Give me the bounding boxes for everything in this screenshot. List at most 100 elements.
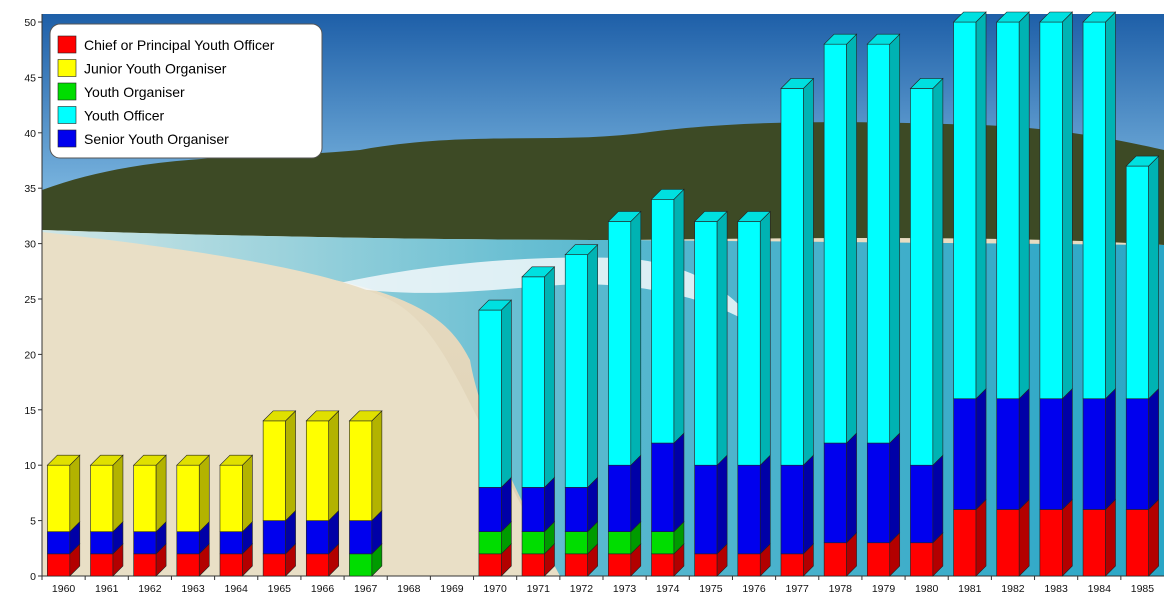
bar-side-senior-youth-organiser: [630, 454, 642, 533]
legend-label-youth-organiser: Youth Organiser: [84, 84, 185, 100]
bar-side-senior-youth-organiser: [975, 387, 987, 511]
bar-top-youth-officer: [996, 11, 1030, 23]
bar-segment-chief-or-principal-youth-officer: [780, 553, 804, 577]
bar-segment-chief-or-principal-youth-officer: [996, 509, 1020, 577]
bar-side-junior-youth-organiser: [112, 454, 124, 533]
bar-top-youth-officer: [909, 78, 944, 89]
bar-side-youth-officer: [673, 188, 685, 444]
x-tick-label: 1983: [1044, 583, 1068, 595]
bar-side-youth-officer: [1105, 11, 1116, 400]
bar-side-youth-officer: [1018, 11, 1030, 400]
y-tick-label: 25: [24, 294, 36, 306]
x-tick-label: 1970: [483, 583, 507, 595]
bar-segment-senior-youth-organiser: [90, 531, 114, 555]
bar-side-youth-officer: [587, 243, 598, 489]
legend-swatch-youth-officer: [57, 106, 77, 124]
bar-segment-chief-or-principal-youth-officer: [564, 553, 588, 577]
bar-segment-chief-or-principal-youth-officer: [953, 509, 977, 577]
bar-segment-senior-youth-organiser: [305, 520, 330, 555]
bar-top-youth-officer: [866, 33, 901, 45]
bar-segment-youth-organiser: [651, 531, 675, 555]
y-tick-label: 35: [24, 183, 36, 195]
bar-segment-chief-or-principal-youth-officer: [176, 553, 200, 577]
bar-side-youth-officer: [501, 299, 512, 489]
bar-1983: [1039, 11, 1074, 577]
bar-top-youth-officer: [952, 11, 987, 23]
bar-top-youth-officer: [564, 244, 599, 255]
bar-segment-youth-officer: [996, 21, 1020, 400]
bar-1970: [478, 299, 513, 577]
bar-1977: [780, 77, 815, 577]
bar-1966: [305, 410, 340, 577]
bar-side-chief-or-principal-youth-officer: [1148, 498, 1159, 577]
bar-segment-junior-youth-organiser: [262, 420, 286, 521]
bar-1985: [1125, 155, 1160, 577]
bar-segment-chief-or-principal-youth-officer: [219, 553, 243, 577]
bar-1981: [952, 11, 987, 577]
bar-segment-youth-organiser: [349, 553, 373, 577]
bar-side-youth-officer: [1062, 11, 1073, 400]
bar-top-junior-youth-organiser: [305, 410, 340, 422]
bar-segment-youth-officer: [608, 221, 632, 466]
bar-segment-senior-youth-organiser: [823, 442, 847, 544]
bars: [46, 11, 1160, 577]
x-tick-label: 1980: [915, 583, 939, 595]
bar-side-chief-or-principal-youth-officer: [975, 498, 987, 577]
x-tick-label: 1984: [1088, 583, 1112, 595]
x-tick-label: 1961: [95, 583, 119, 595]
bar-segment-youth-officer: [564, 254, 588, 488]
x-tick-label: 1962: [138, 583, 162, 595]
x-tick-label: 1979: [872, 583, 896, 595]
bar-segment-chief-or-principal-youth-officer: [305, 553, 330, 577]
legend-label-senior-youth-organiser: Senior Youth Organiser: [84, 131, 229, 147]
bar-side-youth-officer: [1148, 155, 1159, 400]
bar-top-youth-officer: [1125, 155, 1160, 167]
bar-segment-senior-youth-organiser: [219, 531, 243, 555]
bar-segment-chief-or-principal-youth-officer: [478, 553, 502, 577]
bar-segment-junior-youth-organiser: [133, 464, 157, 532]
x-tick-label: 1985: [1131, 583, 1155, 595]
bar-segment-youth-organiser: [478, 531, 502, 555]
bar-segment-chief-or-principal-youth-officer: [133, 553, 157, 577]
bar-side-chief-or-principal-youth-officer: [1018, 498, 1030, 577]
bar-1972: [564, 243, 599, 577]
y-tick-label: 0: [30, 571, 36, 583]
bar-segment-chief-or-principal-youth-officer: [521, 553, 545, 577]
bar-1963: [176, 454, 210, 577]
y-tick-label: 20: [24, 349, 36, 361]
bar-segment-youth-officer: [1125, 165, 1149, 400]
bar-top-junior-youth-organiser: [176, 454, 210, 466]
bar-side-senior-youth-organiser: [673, 432, 685, 533]
axes: 0 5 10 15 20 25 30 35 40 45 50 1960 1961 1962 1963 1964…: [24, 14, 1164, 595]
bar-side-chief-or-principal-youth-officer: [1062, 498, 1073, 577]
bar-segment-youth-officer: [780, 88, 804, 466]
bar-segment-youth-officer: [823, 43, 847, 444]
bar-side-youth-officer: [932, 77, 944, 466]
bar-side-senior-youth-organiser: [1018, 387, 1030, 511]
bar-segment-senior-youth-organiser: [564, 487, 588, 532]
bar-segment-junior-youth-organiser: [176, 464, 200, 532]
x-tick-label: 1977: [786, 583, 810, 595]
bar-segment-youth-officer: [1082, 21, 1106, 400]
bar-side-senior-youth-organiser: [1148, 387, 1159, 511]
bar-segment-senior-youth-organiser: [176, 531, 200, 555]
bar-segment-chief-or-principal-youth-officer: [1039, 509, 1063, 577]
x-tick-label: 1968: [397, 583, 421, 595]
bar-1964: [219, 454, 254, 577]
bar-side-junior-youth-organiser: [155, 454, 167, 533]
bar-segment-youth-organiser: [608, 531, 632, 555]
bar-segment-senior-youth-organiser: [910, 464, 934, 544]
bar-side-youth-officer: [544, 266, 555, 489]
x-tick-label: 1964: [225, 583, 249, 595]
bar-segment-chief-or-principal-youth-officer: [866, 542, 891, 577]
legend-swatch-junior-youth-organiser: [57, 59, 77, 77]
x-tick-label: 1981: [958, 583, 982, 595]
bar-segment-junior-youth-organiser: [305, 420, 330, 521]
bar-top-youth-officer: [607, 211, 642, 222]
bar-segment-junior-youth-organiser: [47, 464, 71, 532]
bar-side-youth-officer: [803, 77, 814, 466]
bar-segment-junior-youth-organiser: [219, 464, 243, 532]
bar-side-youth-officer: [846, 33, 857, 444]
bar-side-senior-youth-organiser: [716, 454, 728, 555]
x-tick-label: 1976: [742, 583, 766, 595]
